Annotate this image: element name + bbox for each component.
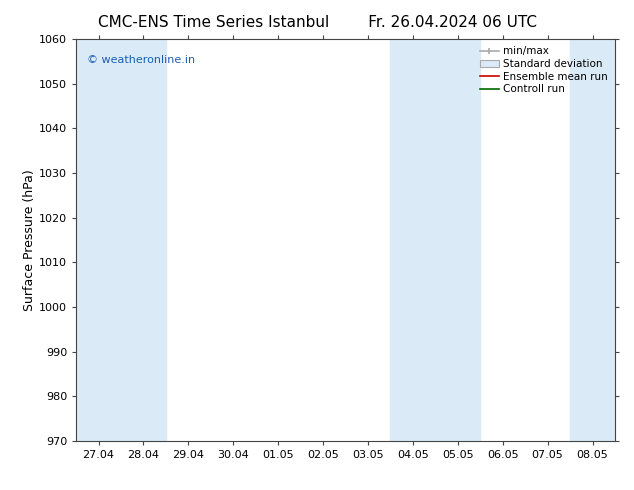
Text: CMC-ENS Time Series Istanbul        Fr. 26.04.2024 06 UTC: CMC-ENS Time Series Istanbul Fr. 26.04.2… <box>98 15 536 30</box>
Y-axis label: Surface Pressure (hPa): Surface Pressure (hPa) <box>23 169 36 311</box>
Bar <box>570 39 615 441</box>
Legend: min/max, Standard deviation, Ensemble mean run, Controll run: min/max, Standard deviation, Ensemble me… <box>478 45 610 97</box>
Text: © weatheronline.in: © weatheronline.in <box>87 55 195 65</box>
Bar <box>391 39 480 441</box>
Bar <box>76 39 166 441</box>
